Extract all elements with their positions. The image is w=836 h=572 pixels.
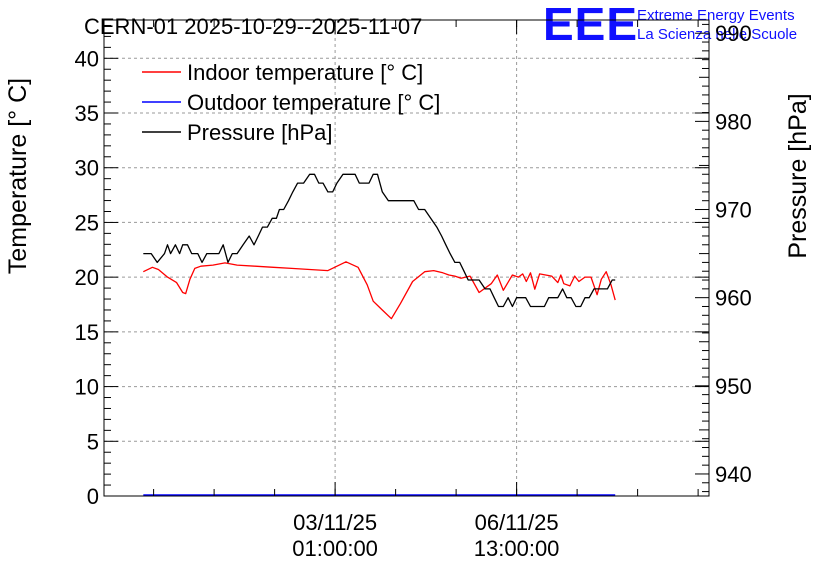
y-tick-label: 30 <box>75 156 99 181</box>
tick-label-layer: 0 5 10 15 20 25 30 35 40 940 950 960 970 980 990 03/11/… <box>75 21 752 561</box>
y-tick-label: 35 <box>75 101 99 126</box>
tick-layer <box>104 20 709 497</box>
y-tick-label: 15 <box>75 320 99 345</box>
eee-logo: EEE Extreme Energy Events La Scienza nel… <box>543 0 797 50</box>
y-axis-title: Temperature [° C] <box>4 78 32 274</box>
plot-frame <box>103 19 710 497</box>
y-tick-label: 25 <box>75 210 99 235</box>
x-tick-label-time: 13:00:00 <box>474 536 560 561</box>
x-tick-label-date: 06/11/25 <box>475 510 559 535</box>
y2-tick-label: 960 <box>715 286 752 311</box>
y-tick-label: 10 <box>75 375 99 400</box>
y2-tick-label: 970 <box>715 198 752 223</box>
legend-label-indoor: Indoor temperature [° C] <box>187 60 423 85</box>
eee-logo-text: EEE <box>543 0 638 50</box>
y2-axis-title: Pressure [hPa] <box>784 93 812 258</box>
y2-tick-label: 980 <box>715 109 752 134</box>
series-layer <box>143 173 616 496</box>
y2-tick-label: 940 <box>715 462 752 487</box>
legend-label-pressure: Pressure [hPa] <box>187 120 333 145</box>
y-tick-label: 0 <box>87 484 99 509</box>
pressure-line <box>143 173 616 308</box>
y2-tick-label: 950 <box>715 374 752 399</box>
brand-line-2: La Scienza nelle Scuole <box>637 26 797 43</box>
legend: Indoor temperature [° C] Outdoor tempera… <box>142 60 440 145</box>
y-tick-label: 20 <box>75 265 99 290</box>
legend-label-outdoor: Outdoor temperature [° C] <box>187 90 440 115</box>
x-tick-label-date: 03/11/25 <box>293 510 377 535</box>
y-tick-label: 5 <box>87 429 99 454</box>
grid-layer <box>104 20 709 496</box>
chart-title: CERN-01 2025-10-29--2025-11-07 <box>84 14 422 39</box>
x-tick-label-time: 01:00:00 <box>292 536 378 561</box>
indoor-temperature-line <box>143 261 616 320</box>
y2-tick-label: 990 <box>715 21 752 46</box>
y-tick-label: 40 <box>75 46 99 71</box>
